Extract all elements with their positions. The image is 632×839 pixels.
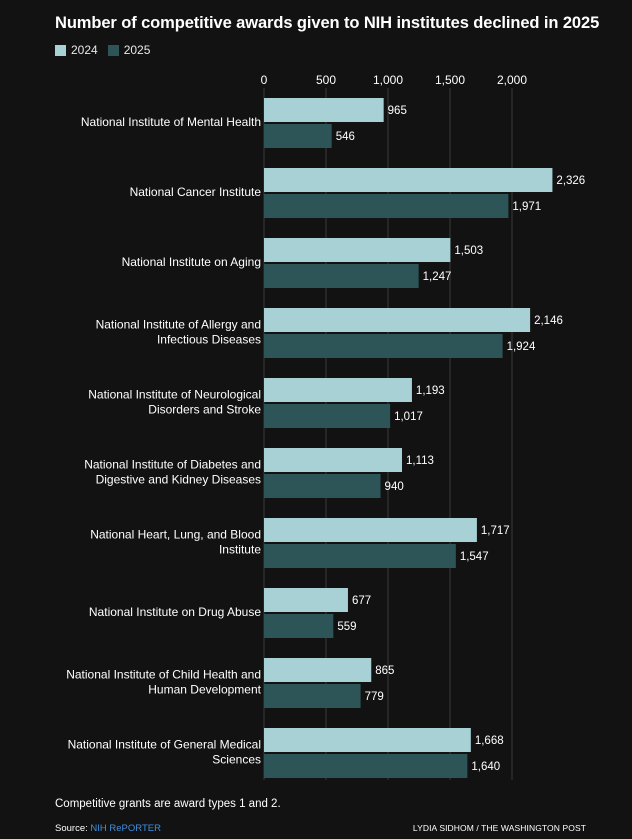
data-label-2024: 677 [352,595,371,607]
legend-item-2024: 2024 [55,43,98,57]
category-label: National Institute of Mental Health [81,115,261,129]
source-label: Source: [55,823,91,834]
bar-2025 [264,754,468,778]
legend-swatch-2025 [107,44,119,56]
bar-2024 [264,448,403,472]
category-label: Human Development [148,683,261,697]
bar-2024 [264,588,348,612]
x-tick-label-0: 0 [261,73,268,87]
category-label: National Institute of General Medical [68,738,261,752]
data-label-2024: 1,668 [475,735,504,747]
data-label-2025: 940 [385,481,404,493]
data-label-2025: 1,247 [423,271,452,283]
footnote: Competitive grants are award types 1 and… [55,798,281,810]
source-line: Source: NIH RePORTER [55,823,161,834]
legend: 2024 2025 [55,43,160,57]
data-label-2024: 965 [388,105,407,117]
bar-2024 [264,378,412,402]
bar-2025 [264,614,334,638]
data-label-2024: 2,326 [556,175,585,187]
data-label-2024: 865 [375,665,394,677]
data-label-2025: 559 [337,621,356,633]
data-label-2024: 1,717 [481,525,510,537]
bar-2025 [264,404,391,428]
category-label: National Institute of Allergy and [96,318,261,332]
x-tick-label-1500: 1,500 [435,73,465,87]
chart-title: Number of competitive awards given to NI… [55,14,600,32]
data-label-2025: 1,017 [394,411,423,423]
category-label: National Heart, Lung, and Blood [90,528,261,542]
data-label-2025: 1,971 [512,201,541,213]
data-label-2025: 546 [336,131,355,143]
bar-2025 [264,264,419,288]
category-label: Digestive and Kidney Diseases [96,473,261,487]
bar-2024 [264,518,477,542]
bar-2025 [264,334,503,358]
bar-2024 [264,98,384,122]
category-label: National Institute of Diabetes and [84,458,261,472]
data-label-2024: 1,193 [416,385,445,397]
data-label-2024: 2,146 [534,315,563,327]
category-label: National Institute of Neurological [88,388,261,402]
legend-label-2024: 2024 [71,43,98,57]
x-tick-label-500: 500 [316,73,336,87]
data-label-2025: 1,640 [471,761,500,773]
data-label-2024: 1,503 [454,245,483,257]
category-label: National Institute of Child Health and [66,668,261,682]
bar-2024 [264,658,372,682]
category-label: National Institute on Aging [122,255,261,269]
bar-2024 [264,238,451,262]
data-label-2024: 1,113 [406,455,434,467]
category-label: Institute [219,543,261,557]
bar-2025 [264,124,332,148]
category-label: Sciences [212,753,261,767]
data-label-2025: 779 [365,691,384,703]
credit-line: LYDIA SIDHOM / THE WASHINGTON POST [412,823,586,833]
category-label: Infectious Diseases [157,333,261,347]
source-link[interactable]: NIH RePORTER [90,823,161,834]
bar-chart: 0 500 1,000 1,500 2,000 National Institute of… [66,73,585,780]
bar-2025 [264,194,509,218]
legend-label-2025: 2025 [123,43,151,57]
legend-swatch-2024 [55,44,66,56]
data-label-2025: 1,924 [507,341,536,353]
category-label: National Institute on Drug Abuse [89,605,261,619]
bar-2024 [264,728,471,752]
bar-2024 [264,168,553,192]
category-label: National Cancer Institute [130,185,262,199]
bar-2025 [264,474,381,498]
data-label-2025: 1,547 [460,551,489,563]
legend-item-2025: 2025 [107,43,151,57]
x-tick-label-2000: 2,000 [497,73,527,87]
bar-2025 [264,684,361,708]
bar-2024 [264,308,531,332]
x-tick-label-1000: 1,000 [373,73,403,87]
category-label: Disorders and Stroke [148,403,261,417]
bar-2025 [264,544,456,568]
